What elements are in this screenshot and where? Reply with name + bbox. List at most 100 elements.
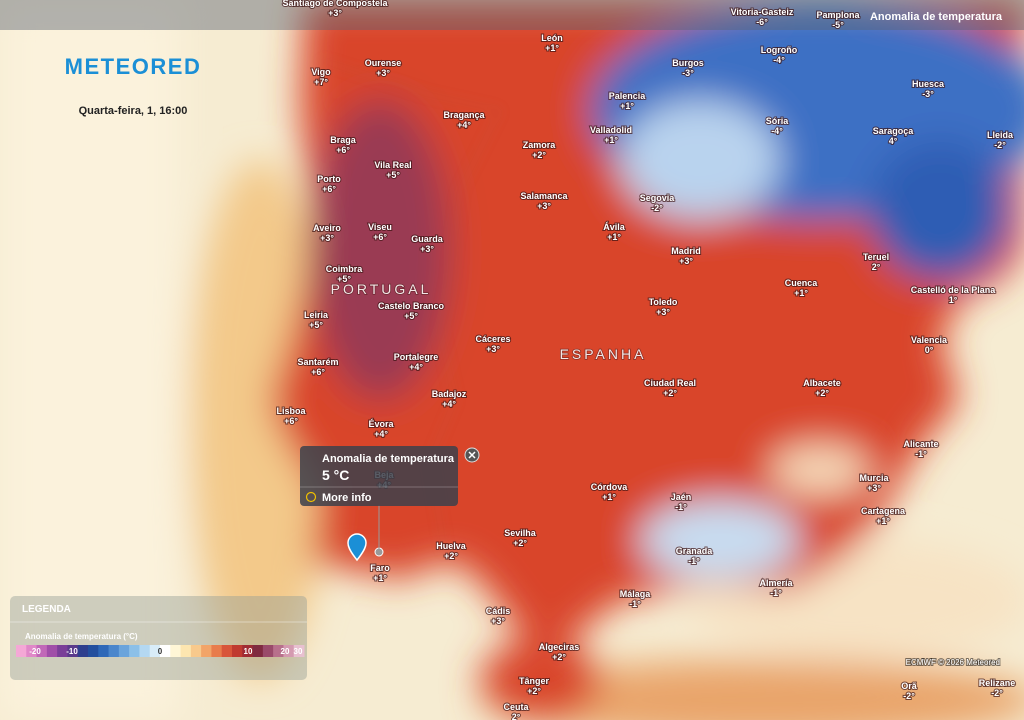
city-anomaly: 2° xyxy=(512,712,521,720)
city-anomaly: -2° xyxy=(903,691,915,701)
city-anomaly: -1° xyxy=(675,502,687,512)
city-anomaly: +1° xyxy=(602,492,616,502)
legend-swatch xyxy=(26,645,38,657)
city-anomaly: +3° xyxy=(376,68,390,78)
legend-swatch xyxy=(190,645,202,657)
legend-swatch xyxy=(149,645,161,657)
city-anomaly: 4° xyxy=(889,136,898,146)
city-name: Badajoz xyxy=(432,389,467,399)
city-anomaly: -4° xyxy=(773,55,785,65)
city-anomaly: +1° xyxy=(604,135,618,145)
city-anomaly: +1° xyxy=(620,101,634,111)
city-name: Toledo xyxy=(649,297,678,307)
logo[interactable]: METEORED xyxy=(65,54,202,79)
city-name: Castelo Branco xyxy=(378,301,445,311)
legend-subtitle: Anomalia de temperatura (°C) xyxy=(25,632,138,641)
city-anomaly: -1° xyxy=(688,556,700,566)
city-anomaly: +1° xyxy=(876,516,890,526)
city-name: Sória xyxy=(766,116,790,126)
legend-swatch xyxy=(67,645,79,657)
city-anomaly: +5° xyxy=(337,274,351,284)
legend-swatch xyxy=(293,645,305,657)
city-name: Aveiro xyxy=(313,223,341,233)
legend-swatch xyxy=(139,645,151,657)
city-name: Leiria xyxy=(304,310,329,320)
city-name: Granada xyxy=(676,546,714,556)
city-name: Valencia xyxy=(911,335,948,345)
city-name: Murcia xyxy=(859,473,889,483)
city-anomaly: -1° xyxy=(629,599,641,609)
city-name: Ourense xyxy=(365,58,402,68)
popup-value: 5 °C xyxy=(322,467,349,483)
city-name: Almería xyxy=(759,578,793,588)
popup-link[interactable]: More info xyxy=(322,492,372,504)
city-name: Huelva xyxy=(436,541,467,551)
city-name: Santiago de Compostela xyxy=(282,0,388,8)
legend-tick: 0 xyxy=(158,647,163,656)
legend-swatch xyxy=(98,645,110,657)
city-name: Castelló de la Plana xyxy=(911,285,997,295)
city-anomaly: +3° xyxy=(320,233,334,243)
city-name: Lisboa xyxy=(276,406,306,416)
city-name: Málaga xyxy=(620,589,652,599)
location-pin[interactable] xyxy=(347,505,384,562)
city-anomaly: +5° xyxy=(309,320,323,330)
city-anomaly: 1° xyxy=(949,295,958,305)
city-labels: Santiago de Compostela+3° Vitoria-Gasteiz… xyxy=(275,0,1016,720)
city-anomaly: +2° xyxy=(532,150,546,160)
city-name: Vila Real xyxy=(374,160,411,170)
city-anomaly: +5° xyxy=(404,311,418,321)
city-name: Relizane xyxy=(979,678,1016,688)
legend-swatch xyxy=(232,645,243,657)
city-anomaly: +3° xyxy=(491,616,505,626)
city-name: Ávila xyxy=(603,222,626,232)
city-anomaly: -2° xyxy=(994,140,1006,150)
city-anomaly: +2° xyxy=(527,686,541,696)
city-name: Orã xyxy=(901,681,918,691)
city-name: Palencia xyxy=(609,91,647,101)
city-anomaly: -4° xyxy=(771,126,783,136)
country-label: ESPANHA xyxy=(560,346,647,362)
city-anomaly: 2° xyxy=(872,262,881,272)
city-anomaly: +1° xyxy=(607,232,621,242)
city-name: Valladolid xyxy=(590,125,632,135)
city-name: Viseu xyxy=(368,222,392,232)
city-anomaly: +2° xyxy=(552,652,566,662)
legend: LEGENDA Anomalia de temperatura (°C) -20… xyxy=(10,596,307,680)
legend-swatch xyxy=(201,645,212,657)
city-name: Cartagena xyxy=(861,506,906,516)
city-name: Algeciras xyxy=(539,642,580,652)
city-anomaly: +3° xyxy=(656,307,670,317)
map-layer-title: Anomalia de temperatura xyxy=(870,11,1003,23)
city-name: Santarém xyxy=(297,357,338,367)
date: Quarta-feira, 1, 16:00 xyxy=(79,105,188,117)
city-anomaly: +3° xyxy=(867,483,881,493)
city-name: Braga xyxy=(330,135,357,145)
legend-tick: 20 xyxy=(281,647,290,656)
city-name: Segovia xyxy=(640,193,676,203)
borders xyxy=(319,59,501,556)
city-name: Salamanca xyxy=(520,191,568,201)
city-anomaly: +6° xyxy=(373,232,387,242)
legend-swatch xyxy=(118,645,130,657)
city-anomaly: 0° xyxy=(925,345,934,355)
city-anomaly: +6° xyxy=(311,367,325,377)
city-anomaly: +1° xyxy=(545,43,559,53)
city-name: Albacete xyxy=(803,378,841,388)
legend-title: LEGENDA xyxy=(22,604,71,615)
legend-swatch xyxy=(16,645,27,657)
country-label: PORTUGAL xyxy=(331,281,432,297)
city-name: Ciudad Real xyxy=(644,378,696,388)
legend-swatch xyxy=(46,645,58,657)
city-name: Vigo xyxy=(311,67,331,77)
legend-swatch xyxy=(108,645,120,657)
city-anomaly: +2° xyxy=(663,388,677,398)
legend-swatch xyxy=(180,645,192,657)
credit: ECMWF © 2026 Meteored xyxy=(906,658,1000,667)
city-anomaly: +2° xyxy=(513,538,527,548)
city-anomaly: +3° xyxy=(679,256,693,266)
city-anomaly: +4° xyxy=(442,399,456,409)
legend-swatch xyxy=(88,645,99,657)
legend-swatch xyxy=(242,645,254,657)
